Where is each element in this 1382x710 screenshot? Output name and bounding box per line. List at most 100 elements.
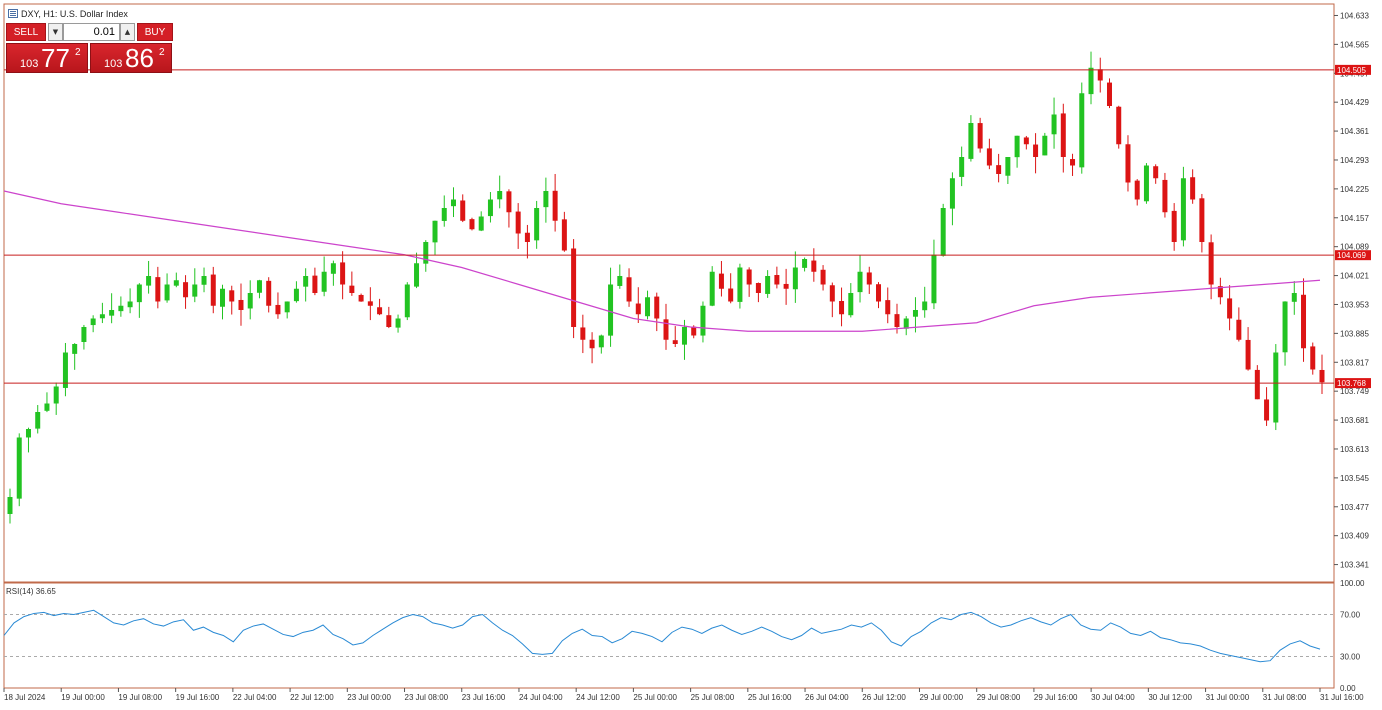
candle-body bbox=[802, 259, 808, 268]
moving-average-line bbox=[3, 190, 1321, 332]
candle-body bbox=[876, 284, 882, 302]
candle-body bbox=[1273, 352, 1279, 423]
candle-body bbox=[201, 276, 207, 285]
one-click-trading-panel: SELL ▼ 0.01 ▲ BUY 103 77 2 103 86 2 bbox=[6, 23, 173, 73]
candles bbox=[7, 51, 1325, 524]
candle-body bbox=[1116, 106, 1122, 145]
candle-body bbox=[1125, 144, 1131, 183]
sell-button[interactable]: SELL bbox=[6, 23, 46, 41]
candle-body bbox=[367, 301, 373, 306]
sell-price-button[interactable]: 103 77 2 bbox=[6, 43, 88, 73]
candle-body bbox=[340, 262, 346, 285]
candle-body bbox=[1236, 319, 1242, 340]
candle-body bbox=[349, 285, 355, 293]
lot-increase-icon[interactable]: ▲ bbox=[120, 23, 135, 41]
candle-body bbox=[1190, 177, 1196, 200]
candle-body bbox=[986, 148, 992, 166]
candle-body bbox=[755, 283, 761, 293]
price-axis-label: 103.885 bbox=[1340, 329, 1369, 338]
candle-body bbox=[1162, 179, 1168, 213]
buy-price-button[interactable]: 103 86 2 bbox=[90, 43, 172, 73]
candle-body bbox=[1227, 298, 1233, 319]
candle-body bbox=[136, 284, 142, 303]
candle-body bbox=[857, 271, 863, 293]
candle-body bbox=[312, 275, 318, 293]
candle-body bbox=[672, 340, 678, 344]
candle-body bbox=[894, 314, 900, 327]
candle-body bbox=[404, 284, 410, 318]
time-axis-label: 24 Jul 12:00 bbox=[576, 693, 620, 702]
candle-body bbox=[931, 254, 937, 304]
candle-body bbox=[469, 219, 475, 230]
candle-body bbox=[663, 319, 669, 340]
price-axis-label: 104.565 bbox=[1340, 40, 1369, 49]
candle-body bbox=[626, 277, 632, 302]
candle-body bbox=[1033, 144, 1039, 157]
candle-body bbox=[16, 437, 22, 499]
candle-body bbox=[959, 157, 965, 177]
price-pane-frame bbox=[3, 3, 1335, 583]
candle-body bbox=[90, 318, 96, 326]
rsi-axis-label: 70.00 bbox=[1340, 611, 1361, 620]
price-axis: 104.633104.565104.497104.429104.361104.2… bbox=[1334, 11, 1369, 570]
candle-body bbox=[1014, 135, 1020, 158]
time-axis-label: 23 Jul 00:00 bbox=[347, 693, 391, 702]
candle-body bbox=[81, 327, 87, 343]
candle-body bbox=[912, 310, 918, 317]
candle-body bbox=[247, 293, 253, 309]
time-axis-label: 31 Jul 00:00 bbox=[1206, 693, 1250, 702]
candle-body bbox=[72, 344, 78, 354]
time-axis-label: 29 Jul 00:00 bbox=[919, 693, 963, 702]
candle-body bbox=[598, 335, 604, 348]
price-axis-label: 104.225 bbox=[1340, 185, 1369, 194]
buy-button[interactable]: BUY bbox=[137, 23, 173, 41]
candle-body bbox=[155, 277, 161, 302]
level-price-tag bbox=[1335, 378, 1371, 389]
time-axis-label: 25 Jul 08:00 bbox=[691, 693, 735, 702]
price-axis-label: 104.429 bbox=[1340, 98, 1369, 107]
price-axis-label: 103.341 bbox=[1340, 561, 1369, 570]
candle-body bbox=[580, 327, 586, 340]
candle-body bbox=[783, 283, 789, 289]
candle-body bbox=[552, 190, 558, 221]
candle-body bbox=[44, 403, 50, 411]
candle-body bbox=[460, 200, 466, 221]
candle-body bbox=[229, 290, 235, 302]
candle-body bbox=[718, 273, 724, 289]
candle-body bbox=[1180, 178, 1186, 241]
level-price-label: 104.069 bbox=[1337, 251, 1366, 260]
candle-body bbox=[173, 280, 179, 286]
time-axis: 18 Jul 2024 19 Jul 00:00 19 Jul 08:00 19 Ju… bbox=[3, 688, 1364, 702]
candle-body bbox=[377, 307, 383, 315]
lot-size-input[interactable]: 0.01 bbox=[63, 23, 120, 41]
candle-body bbox=[829, 285, 835, 302]
candle-body bbox=[284, 301, 290, 313]
candle-body bbox=[1060, 113, 1066, 157]
candle-body bbox=[1264, 399, 1270, 421]
candle-body bbox=[1097, 69, 1103, 81]
candle-body bbox=[940, 208, 946, 256]
candle-body bbox=[561, 219, 567, 251]
candle-body bbox=[589, 339, 595, 349]
candle-body bbox=[1282, 301, 1288, 353]
candle-body bbox=[1070, 159, 1076, 166]
candle-body bbox=[848, 293, 854, 316]
level-price-tag bbox=[1335, 250, 1371, 261]
candle-body bbox=[681, 327, 687, 345]
candle-body bbox=[1291, 293, 1297, 302]
candle-body bbox=[423, 242, 429, 264]
candle-body bbox=[1005, 157, 1011, 176]
candle-body bbox=[839, 300, 845, 315]
candle-body bbox=[414, 263, 420, 287]
time-axis-label: 22 Jul 12:00 bbox=[290, 693, 334, 702]
lot-decrease-icon[interactable]: ▼ bbox=[48, 23, 63, 41]
candle-body bbox=[1051, 114, 1057, 135]
buy-price-prefix: 103 bbox=[104, 58, 123, 70]
candle-body bbox=[478, 216, 484, 231]
candle-body bbox=[192, 284, 198, 297]
candle-body bbox=[275, 304, 281, 315]
price-axis-label: 103.817 bbox=[1340, 358, 1369, 367]
level-price-label: 104.505 bbox=[1337, 66, 1366, 75]
